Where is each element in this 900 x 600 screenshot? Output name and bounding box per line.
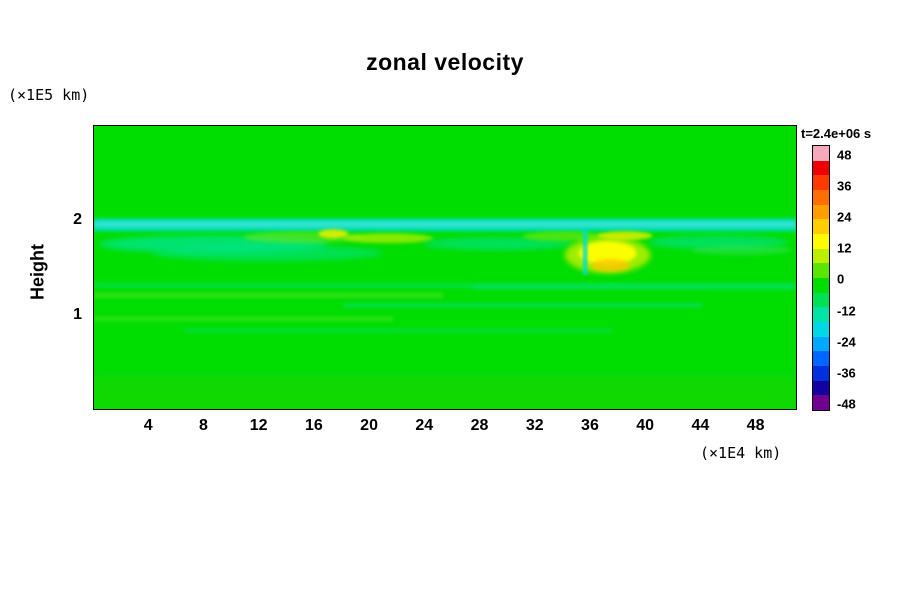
colorbar-cell [813,248,829,264]
colorbar-tick-label: 0 [837,271,845,287]
colorbar-tick-label: -36 [837,365,856,381]
x-tick-label: 28 [470,417,489,434]
heatmap-shape [94,221,796,228]
plot-area [93,125,797,410]
heatmap-shape [183,328,613,333]
colorbar-tick-label: 48 [837,147,852,163]
heatmap-shape [582,229,588,275]
heatmap-shape [423,237,573,251]
y-axis-label: Height [27,244,48,300]
colorbar-cell [813,190,829,205]
heatmap-shape [590,259,631,272]
colorbar-cell [813,263,829,279]
colorbar-cell [813,322,829,337]
colorbar-cell [813,336,829,352]
colorbar-cell [813,204,829,220]
y-tick-label: 1 [73,306,82,323]
x-tick-label: 16 [304,417,323,434]
heatmap-shape [578,241,637,266]
y-axis-unit-label: (×1E5 km) [8,86,90,104]
heatmap-field [94,218,796,409]
colorbar-cell [813,395,829,411]
colorbar-cell [813,292,829,308]
heatmap-shape [94,373,796,376]
heatmap-shape [343,302,703,308]
chart-title: zonal velocity [366,49,524,75]
y-tick-label: 2 [73,211,82,228]
x-tick-label: 32 [525,417,544,434]
heatmap-shape [692,245,793,256]
heatmap-shape [318,229,349,239]
heatmap-shape [343,233,434,244]
x-tick-label: 20 [360,417,378,434]
colorbar-cell [813,160,829,176]
x-tick-label: 44 [691,417,710,434]
heatmap-shape [94,374,796,409]
x-tick-label: 4 [143,417,153,434]
colorbar-tick-label: 24 [837,209,852,225]
x-tick-label: 12 [249,417,268,434]
x-axis-unit-label: (×1E4 km) [700,444,782,462]
x-tick-label: 36 [581,417,599,434]
colorbar-cell [813,234,829,249]
x-tick-label: 40 [636,417,655,434]
x-tick-label: 24 [415,417,434,434]
colorbar-cell [813,366,829,381]
colorbar-cell [813,146,829,161]
time-annotation: t=2.4e+06 s [801,126,872,141]
heatmap-shape [153,245,384,262]
heatmap-shape [472,284,796,290]
colorbar-cell [813,175,829,191]
colorbar-cell [813,351,829,367]
heatmap-shape [597,231,653,241]
heatmap-shape [94,282,796,288]
heatmap-shape [94,292,444,298]
x-tick-label: 48 [746,417,765,434]
colorbar [812,145,830,411]
colorbar-cell [813,380,829,396]
colorbar-cell [813,219,829,235]
heatmap-shape [94,316,394,321]
colorbar-cell [813,278,829,293]
colorbar-cell [813,307,829,323]
colorbar-tick-label: -12 [837,303,856,318]
x-tick-label: 8 [198,417,208,434]
colorbar-tick-label: 12 [837,240,852,256]
colorbar-tick-label: -24 [837,334,856,350]
colorbar-tick-label: -48 [837,396,856,412]
colorbar-tick-label: 36 [837,178,852,194]
